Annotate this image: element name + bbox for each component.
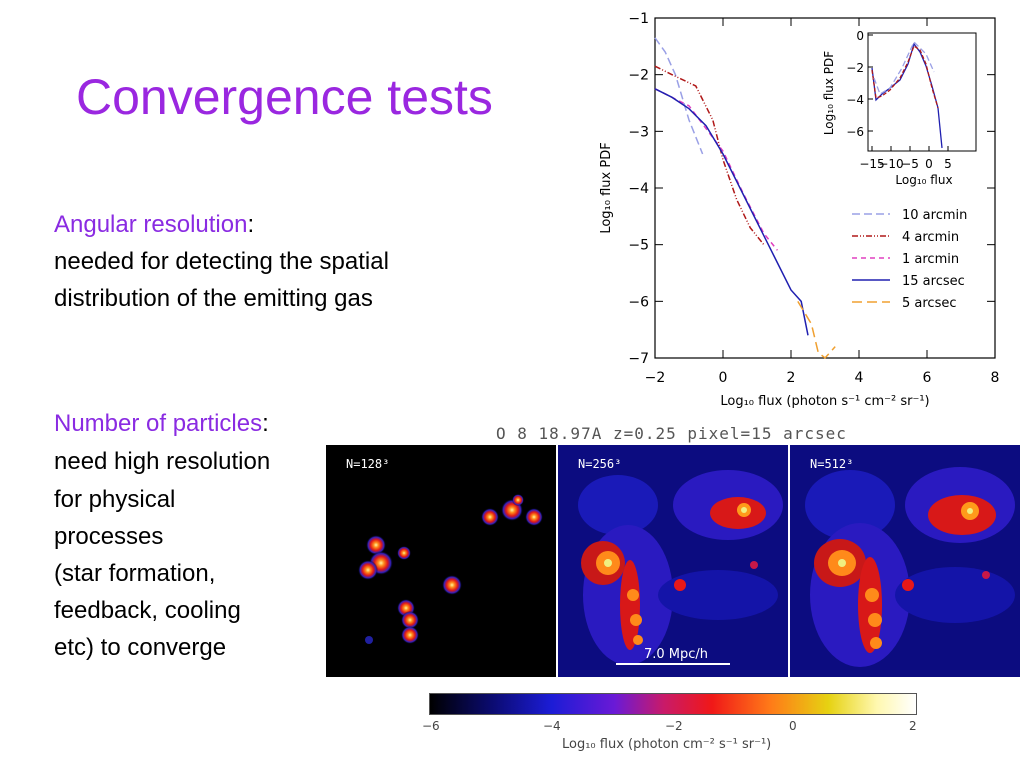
panel-n256: N=256³ 7.0 Mpc/h [558, 445, 788, 677]
particles-line: need high resolution [54, 448, 271, 475]
y-tick-label: −1 [628, 11, 649, 27]
x-tick-label: 2 [787, 370, 796, 386]
inset-y-tick-label: −4 [846, 93, 864, 107]
y-tick-label: −5 [628, 238, 649, 254]
panel-label: N=512³ [810, 457, 854, 471]
particles-heading-line: Number of particles: [54, 405, 269, 442]
panel-n128-image [358, 494, 543, 644]
panel-n256-image [558, 445, 788, 677]
colorbar-tick: −6 [422, 719, 440, 733]
particles-heading: Number of particles [54, 410, 263, 437]
inset-x-tick-label: 0 [925, 157, 933, 171]
particles-line: processes [54, 523, 164, 550]
colorbar-tick: −2 [665, 719, 683, 733]
x-tick-label: 4 [855, 370, 864, 386]
panel-label: N=128³ [346, 457, 390, 471]
inset-y-tick-label: −6 [846, 125, 864, 139]
particles-line: etc) to converge [54, 634, 227, 661]
flux-pdf-plot: −2 0 2 4 6 8 −1 −2 −3 −4 −5 −6 −7 Log₁₀ flux PDF Log… [599, 11, 999, 409]
inset-y-tick-label: 0 [856, 29, 864, 43]
particles-line: (star formation, [54, 560, 216, 587]
inset-x-axis-label: Log₁₀ flux [895, 173, 952, 187]
colorbar-tick: 2 [909, 719, 917, 733]
panel-n512: N=512³ [790, 445, 1020, 677]
legend-label: 10 arcmin [902, 208, 967, 223]
main-y-axis-label: Log₁₀ flux PDF [599, 142, 614, 233]
angular-colon: : [247, 211, 255, 238]
angular-resolution-heading: Angular resolution [54, 211, 248, 238]
legend-label: 5 arcsec [902, 296, 957, 311]
main-axis-ticks: −2 0 2 4 6 8 −1 −2 −3 −4 −5 −6 −7 [628, 11, 999, 386]
colorbar [429, 693, 917, 715]
inset-axis-ticks: −15−10−5 0 50−2−4−6 [846, 29, 952, 171]
legend: 10 arcmin 4 arcmin 1 arcmin 15 arcsec 5 arcs… [852, 208, 967, 311]
y-tick-label: −6 [628, 294, 649, 310]
main-x-axis-label: Log₁₀ flux (photon s⁻¹ cm⁻² sr⁻¹) [720, 394, 929, 409]
angular-line-1: needed for detecting the spatial [54, 248, 389, 275]
inset-frame [867, 32, 977, 152]
series-15-arcsec [654, 88, 809, 336]
series-5-arcsec [797, 300, 836, 360]
inset-y-tick-label: −2 [846, 61, 864, 75]
inset-x-tick-label: −15 [859, 157, 884, 171]
panel-divider [556, 445, 558, 677]
series-10-arcmin [654, 37, 704, 155]
x-tick-label: 6 [923, 370, 932, 386]
inset-curve-4-arcmin [871, 45, 939, 109]
inset-x-tick-label: −5 [901, 157, 919, 171]
y-tick-label: −4 [628, 181, 649, 197]
inset-curves [871, 40, 943, 149]
particles-line: feedback, cooling [54, 597, 241, 624]
x-tick-label: 0 [719, 370, 728, 386]
panel-label: N=256³ [578, 457, 622, 471]
y-tick-label: −2 [628, 68, 649, 84]
x-tick-label: 8 [991, 370, 1000, 386]
simulation-caption: O 8 18.97A z=0.25 pixel=15 arcsec [496, 424, 847, 443]
inset-y-axis-label: Log₁₀ flux PDF [822, 51, 836, 135]
y-tick-label: −3 [628, 124, 649, 140]
legend-label: 4 arcmin [902, 230, 959, 245]
panel-n128: N=128³ [326, 445, 556, 677]
slide-title: Convergence tests [76, 69, 493, 125]
inset-x-tick-label: 5 [944, 157, 952, 171]
x-tick-label: −2 [645, 370, 666, 386]
colorbar-tick: 0 [789, 719, 797, 733]
panel-n512-image [790, 445, 1020, 677]
simulation-panels: N=128³ N=256³ 7.0 Mpc/h [326, 445, 1020, 677]
inset-x-tick-label: −10 [878, 157, 903, 171]
legend-label: 1 arcmin [902, 252, 959, 267]
scalebar-label: 7.0 Mpc/h [644, 647, 709, 662]
particles-line: for physical [54, 486, 176, 513]
legend-label: 15 arcsec [902, 274, 965, 289]
colorbar-tick: −4 [543, 719, 561, 733]
colorbar-label: Log₁₀ flux (photon cm⁻² s⁻¹ sr⁻¹) [562, 737, 772, 752]
panel-divider [788, 445, 790, 677]
series-1-arcmin [654, 88, 778, 251]
main-series-group [654, 37, 836, 360]
angular-resolution-heading-line: Angular resolution: [54, 206, 254, 243]
angular-line-2: distribution of the emitting gas [54, 285, 373, 312]
y-tick-label: −7 [628, 351, 649, 367]
particles-colon: : [262, 410, 269, 437]
series-4-arcmin [654, 65, 765, 246]
